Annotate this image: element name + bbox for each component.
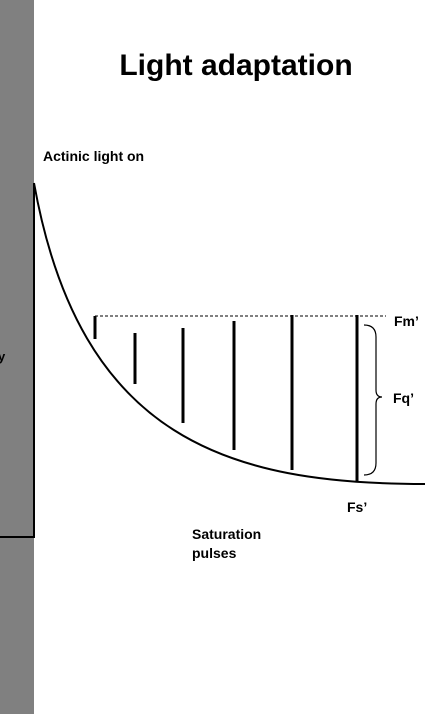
diagram-title: Light adaptation <box>119 49 352 82</box>
fs-prime-label: Fs’ <box>347 499 367 515</box>
fq-prime-label: Fq’ <box>393 390 414 406</box>
clipped-side-label: y <box>0 349 6 364</box>
fluorescence-decay-curve <box>33 182 425 485</box>
fq-prime-brace <box>363 324 383 476</box>
side-bar <box>0 0 34 714</box>
fm-prime-label: Fm’ <box>394 313 419 329</box>
saturation-pulses-label-line1: Saturation <box>192 526 261 542</box>
actinic-light-label: Actinic light on <box>43 148 144 164</box>
saturation-pulses-label-line2: pulses <box>192 545 237 561</box>
saturation-pulse-bars <box>93 315 359 482</box>
